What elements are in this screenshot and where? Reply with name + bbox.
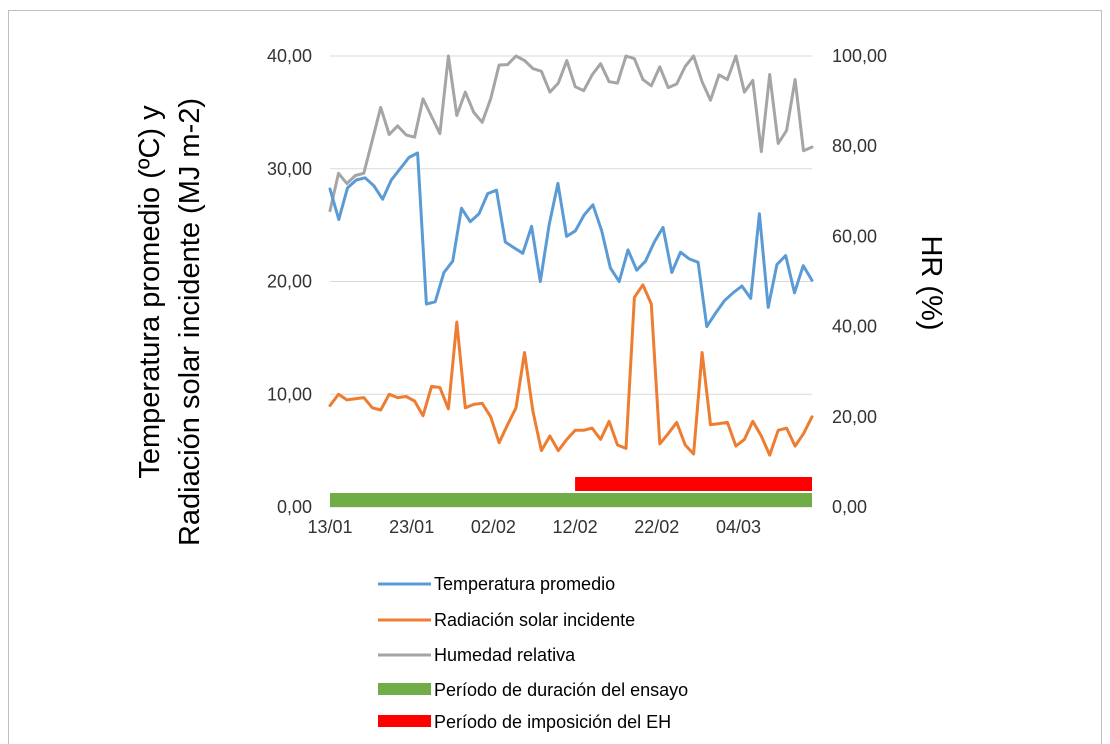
y-right-axis-title: HR (%) [915, 235, 947, 330]
legend-swatch-ensayo [378, 683, 431, 695]
chart-frame [8, 10, 1102, 744]
y-left-axis-title-line1: Temperatura promedio (ºC) y [134, 105, 166, 479]
y-left-tick-label: 0,00 [277, 497, 312, 517]
x-tick-label: 23/01 [389, 517, 434, 537]
x-tick-label: 02/02 [471, 517, 516, 537]
y-right-tick-label: 40,00 [832, 317, 877, 337]
y-left-tick-label: 40,00 [267, 46, 312, 66]
legend-label-radiacion: Radiación solar incidente [434, 610, 635, 630]
legend-swatch-eh [378, 715, 431, 727]
period-bars [330, 477, 812, 507]
y-right-tick-label: 60,00 [832, 226, 877, 246]
x-tick-label: 13/01 [307, 517, 352, 537]
series-lines [328, 54, 814, 457]
radiacion-line [328, 283, 814, 457]
gridlines [330, 55, 812, 508]
x-tick-label: 12/02 [553, 517, 598, 537]
y-left-axis-title-line2: Radiación solar incidente (MJ m-2) [174, 98, 206, 546]
y-left-tick-label: 30,00 [267, 159, 312, 179]
legend-label-temperatura: Temperatura promedio [434, 574, 615, 594]
y-right-tick-label: 100,00 [832, 46, 887, 66]
y-left-tick-label: 10,00 [267, 384, 312, 404]
axis-ticks: 0,00 10,00 20,00 30,00 40,00 0,00 20,00 40,00 60… [267, 46, 887, 537]
y-right-tick-label: 0,00 [832, 497, 867, 517]
humedad-line [328, 54, 814, 213]
legend-label-humedad: Humedad relativa [434, 645, 576, 665]
ensayo-period-bar [330, 493, 812, 507]
y-left-tick-label: 20,00 [267, 272, 312, 292]
y-right-tick-label: 80,00 [832, 136, 877, 156]
legend: Temperatura promedio Radiación solar inc… [378, 574, 688, 732]
legend-label-eh: Período de imposición del EH [434, 712, 671, 732]
y-right-tick-label: 20,00 [832, 407, 877, 427]
eh-period-bar [575, 477, 812, 491]
legend-label-ensayo: Período de duración del ensayo [434, 680, 688, 700]
x-tick-label: 22/02 [634, 517, 679, 537]
x-tick-label: 04/03 [716, 517, 761, 537]
temperatura-line [328, 151, 814, 329]
